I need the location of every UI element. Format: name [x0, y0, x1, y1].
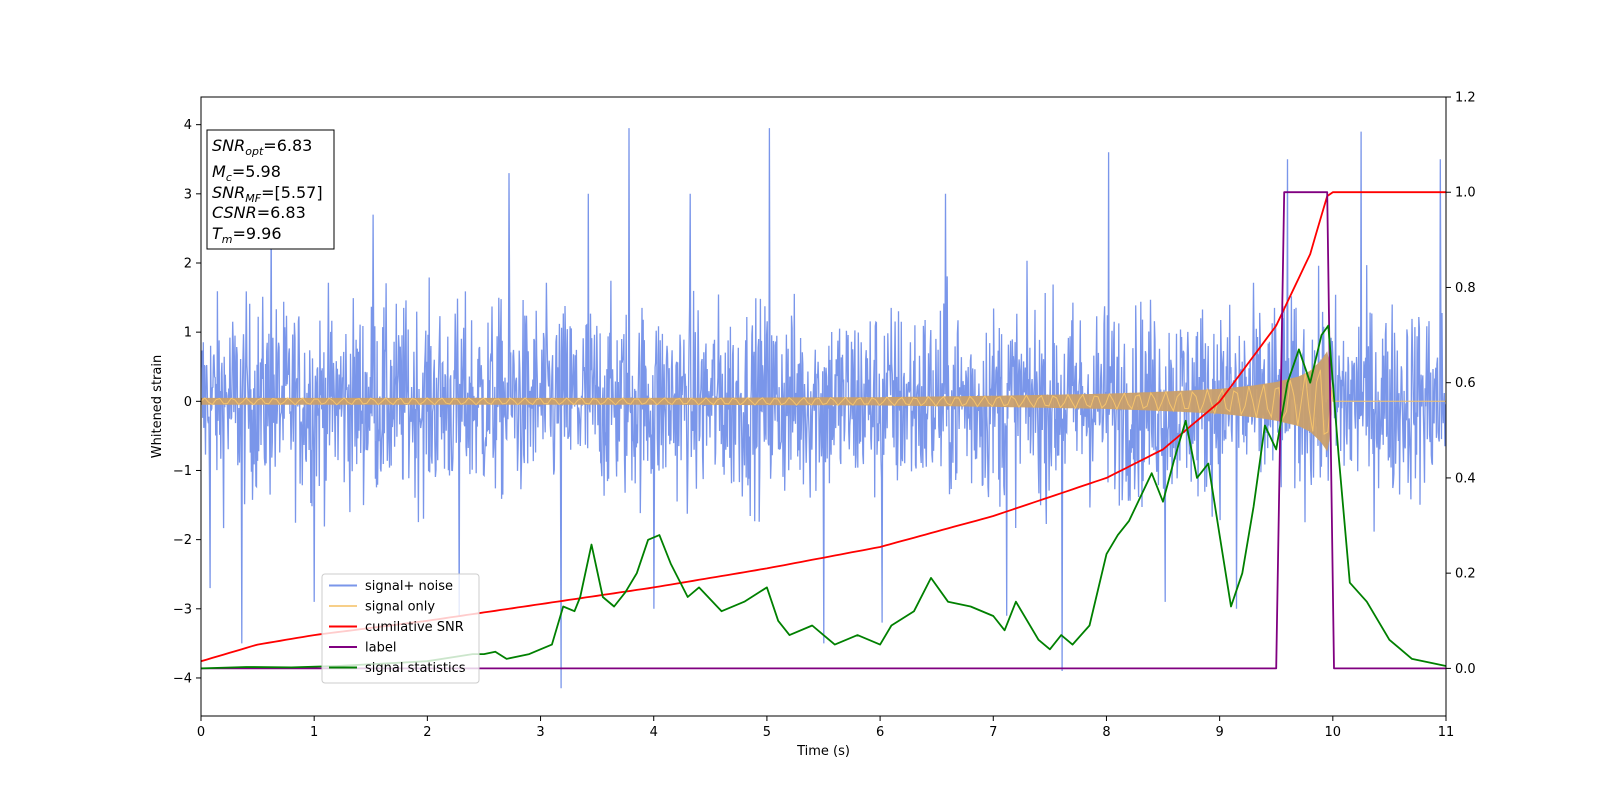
x-tick-label: 8: [1102, 725, 1110, 740]
y-tick-label: −2: [173, 533, 192, 548]
legend-label-signal-noise: signal+ noise: [365, 579, 453, 594]
series-signal-only-envelope: [201, 351, 1332, 452]
annotation-line-tm: Tm=9.96: [212, 224, 282, 246]
y-tick-label: −4: [173, 671, 192, 686]
x-axis-label: Time (s): [796, 744, 850, 759]
plot-frame: [200, 96, 1447, 717]
x-tick-label: 6: [876, 725, 884, 740]
annotation-frame: [206, 129, 335, 250]
annotation-line-snr-mf: SNRMF=[5.57]: [212, 183, 323, 205]
x-tick-label: 2: [423, 725, 431, 740]
legend-frame: [321, 573, 480, 684]
x-tick-label: 3: [536, 725, 544, 740]
y-tick-label: 0: [184, 395, 192, 410]
x-tick-label: 7: [989, 725, 997, 740]
annotation-line-snr-opt: SNRopt=6.83: [212, 136, 312, 158]
y-tick-label: 4: [184, 118, 192, 133]
y2-tick-label: 1.0: [1455, 186, 1476, 201]
legend-item-signal-noise: signal+ noise: [329, 579, 453, 594]
axes: 0 1 2 3 4 5 6 7 8 9 10 11 −4 −3 −2 −1 0 1 2 3 4 0.0 0.2 0.4 0.6 0…: [173, 91, 1476, 741]
y-tick-label: −3: [173, 602, 192, 617]
x-tick-label: 10: [1325, 725, 1342, 740]
legend-item-signal-statistics: signal statistics: [329, 661, 466, 676]
legend-label-cumulative-snr: cumilative SNR: [365, 620, 464, 635]
x-tick-label: 1: [310, 725, 318, 740]
y2-tick-label: 0.4: [1455, 471, 1476, 486]
legend-item-cumulative-snr: cumilative SNR: [329, 620, 464, 635]
legend-item-signal-only: signal only: [329, 600, 435, 615]
y-tick-label: −1: [173, 464, 192, 479]
x-tick-label: 4: [650, 725, 658, 740]
x-tick-label: 9: [1215, 725, 1223, 740]
x-tick-label: 0: [197, 725, 205, 740]
y2-tick-label: 0.0: [1455, 662, 1476, 677]
annotation-line-mc: Mc=5.98: [212, 162, 281, 184]
legend-label-signal-statistics: signal statistics: [365, 661, 466, 676]
x-tick-label: 5: [763, 725, 771, 740]
y-axis-label: Whitened strain: [150, 355, 165, 458]
series-label: [201, 191, 1446, 670]
y2-tick-label: 0.8: [1455, 281, 1476, 296]
legend-label-signal-only: signal only: [365, 600, 435, 615]
series-signal-only: [201, 369, 1446, 435]
y2-tick-label: 1.2: [1455, 91, 1476, 106]
legend: signal+ noise signal only cumilative SNR…: [321, 573, 480, 684]
annotation-line-csnr: CSNR=6.83: [212, 203, 306, 222]
legend-label-label: label: [365, 641, 396, 656]
y-tick-label: 2: [184, 256, 192, 271]
legend-item-label: label: [329, 641, 396, 656]
parameter-annotation: SNRopt=6.83 Mc=5.98 SNRMF=[5.57] CSNR=6.…: [206, 129, 335, 250]
x-tick-label: 11: [1438, 725, 1455, 740]
y-tick-label: 3: [184, 187, 192, 202]
y2-tick-label: 0.2: [1455, 567, 1476, 582]
y2-tick-label: 0.6: [1455, 376, 1476, 391]
y-tick-label: 1: [184, 326, 192, 341]
series-signal-statistics: [201, 324, 1446, 670]
